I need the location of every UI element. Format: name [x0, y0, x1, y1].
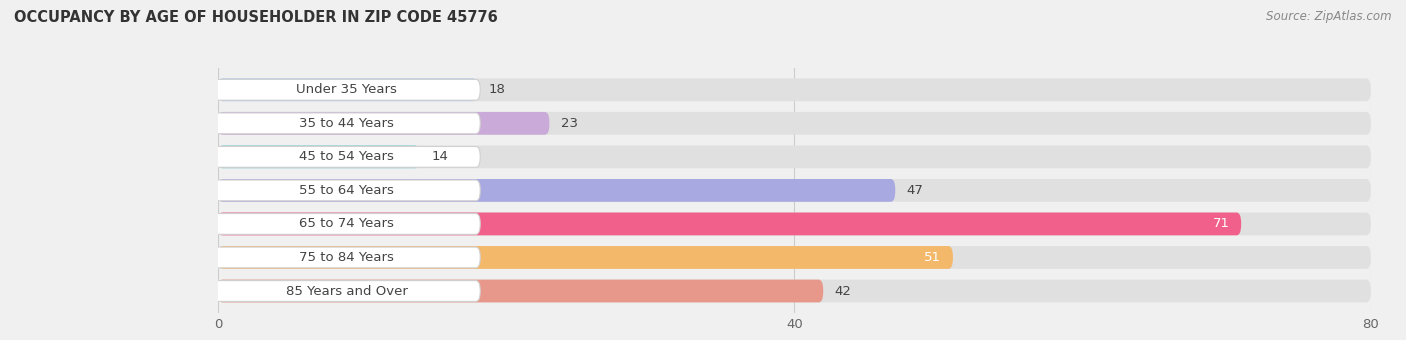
FancyBboxPatch shape [218, 179, 1371, 202]
Text: 85 Years and Over: 85 Years and Over [285, 285, 408, 298]
FancyBboxPatch shape [218, 146, 1371, 168]
FancyBboxPatch shape [214, 147, 481, 167]
FancyBboxPatch shape [218, 246, 953, 269]
Text: 65 to 74 Years: 65 to 74 Years [299, 218, 394, 231]
FancyBboxPatch shape [218, 112, 1371, 135]
FancyBboxPatch shape [214, 247, 481, 268]
FancyBboxPatch shape [218, 279, 824, 302]
Text: 55 to 64 Years: 55 to 64 Years [299, 184, 394, 197]
Text: 23: 23 [561, 117, 578, 130]
FancyBboxPatch shape [218, 146, 419, 168]
FancyBboxPatch shape [214, 113, 481, 134]
FancyBboxPatch shape [218, 212, 1371, 235]
FancyBboxPatch shape [214, 180, 481, 201]
Text: 35 to 44 Years: 35 to 44 Years [299, 117, 394, 130]
FancyBboxPatch shape [218, 212, 1241, 235]
Text: 42: 42 [835, 285, 852, 298]
Text: 75 to 84 Years: 75 to 84 Years [299, 251, 394, 264]
FancyBboxPatch shape [218, 112, 550, 135]
Text: 14: 14 [432, 150, 449, 163]
Text: 71: 71 [1212, 218, 1230, 231]
FancyBboxPatch shape [218, 246, 1371, 269]
FancyBboxPatch shape [214, 80, 481, 100]
FancyBboxPatch shape [218, 79, 478, 101]
FancyBboxPatch shape [218, 179, 896, 202]
Text: 51: 51 [924, 251, 942, 264]
Text: 45 to 54 Years: 45 to 54 Years [299, 150, 394, 163]
FancyBboxPatch shape [218, 279, 1371, 302]
FancyBboxPatch shape [214, 214, 481, 234]
FancyBboxPatch shape [214, 280, 481, 301]
Text: OCCUPANCY BY AGE OF HOUSEHOLDER IN ZIP CODE 45776: OCCUPANCY BY AGE OF HOUSEHOLDER IN ZIP C… [14, 10, 498, 25]
Text: Source: ZipAtlas.com: Source: ZipAtlas.com [1267, 10, 1392, 23]
Text: 18: 18 [489, 83, 506, 96]
FancyBboxPatch shape [218, 79, 1371, 101]
Text: 47: 47 [907, 184, 924, 197]
Text: Under 35 Years: Under 35 Years [297, 83, 398, 96]
